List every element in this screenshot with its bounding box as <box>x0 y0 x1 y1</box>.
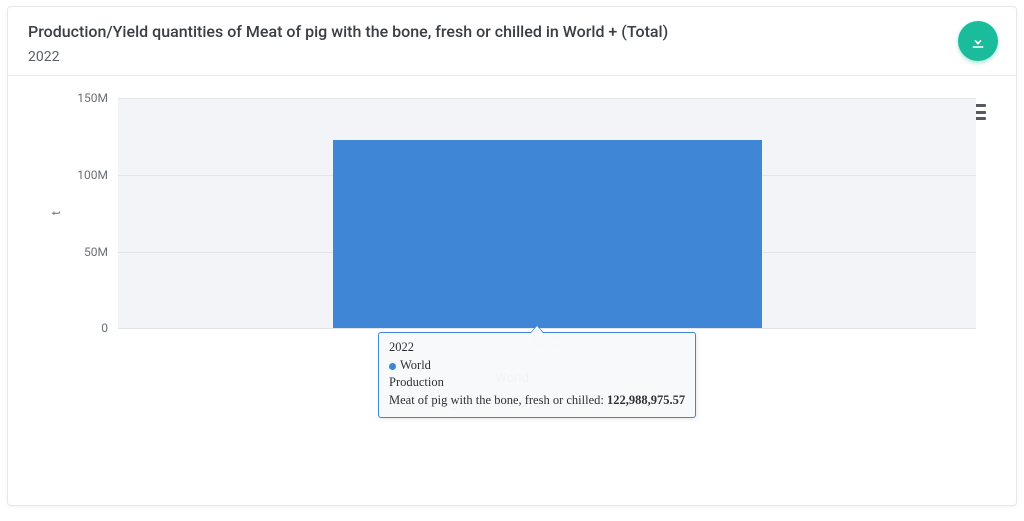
grid-line <box>118 328 976 329</box>
chart-card: Production/Yield quantities of Meat of p… <box>7 6 1017 506</box>
y-axis-tick: 150M <box>77 91 108 105</box>
tooltip-caret-icon <box>530 325 544 333</box>
card-subtitle: 2022 <box>28 49 996 65</box>
card-title: Production/Yield quantities of Meat of p… <box>28 21 996 43</box>
tooltip-value: 122,988,975.57 <box>607 393 685 407</box>
grid-line <box>118 98 976 99</box>
tooltip-series-row: World <box>389 357 685 375</box>
chart-tooltip: 2022 World Production Meat of pig with t… <box>378 332 696 418</box>
y-axis-tick: 100M <box>77 168 108 182</box>
data-bar[interactable] <box>333 140 762 329</box>
y-axis-tick: 50M <box>84 245 108 259</box>
download-icon <box>969 32 987 50</box>
tooltip-series-marker-icon <box>389 363 396 370</box>
y-axis-tick: 0 <box>101 321 108 335</box>
y-axis-label: t <box>49 211 63 215</box>
card-header: Production/Yield quantities of Meat of p… <box>8 7 1016 76</box>
tooltip-value-row: Meat of pig with the bone, fresh or chil… <box>389 392 685 410</box>
tooltip-year: 2022 <box>389 339 685 357</box>
tooltip-metric-label: Production <box>389 374 685 392</box>
tooltip-item-label: Meat of pig with the bone, fresh or chil… <box>389 393 600 407</box>
tooltip-series-name: World <box>400 358 431 372</box>
chart-area: t 050M100M150M 2022 World Meat of pig wi… <box>8 76 1016 476</box>
download-button[interactable] <box>958 21 998 61</box>
plot-region: 050M100M150M <box>118 98 976 328</box>
